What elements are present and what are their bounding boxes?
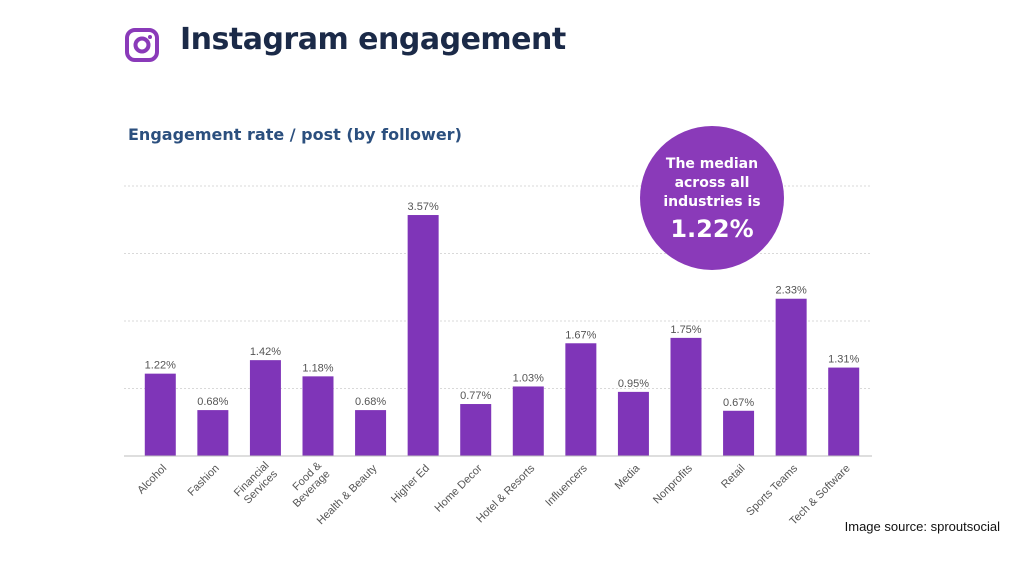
x-tick-label: Fashion	[186, 462, 222, 498]
x-tick-label: Media	[613, 462, 643, 492]
x-tick-labels: Alcohol Fashion FinancialServices Food &Bev…	[135, 459, 852, 527]
x-tick-label: Influencers	[543, 462, 590, 509]
bar	[565, 343, 597, 456]
bar-value-label: 0.95%	[618, 378, 649, 390]
x-tick-label-line: Retail	[719, 462, 747, 490]
x-tick-label: Home Decor	[433, 462, 485, 514]
bars	[144, 215, 860, 456]
x-tick-label-line: Media	[613, 462, 643, 492]
x-tick-label: Retail	[719, 462, 747, 490]
bar	[775, 298, 807, 456]
median-callout: The median across all industries is 1.22…	[640, 126, 784, 270]
x-tick-label-line: Home Decor	[433, 462, 485, 514]
bar	[144, 373, 176, 456]
bar-value-label: 1.18%	[302, 362, 333, 374]
bar	[197, 410, 229, 456]
x-tick-label-line: Nonprofits	[651, 462, 695, 506]
x-tick-label-line: Fashion	[186, 462, 222, 498]
bar-value-label: 1.42%	[250, 346, 281, 358]
bar-value-label: 0.68%	[355, 396, 386, 408]
bar-value-label: 1.75%	[670, 324, 701, 336]
image-source-note: Image source: sproutsocial	[844, 519, 1000, 534]
x-tick-label: Nonprofits	[651, 462, 695, 506]
data-labels: 1.22% 0.68% 1.42% 1.18% 0.68% 3.57% 0.77% 1.03%…	[145, 201, 860, 409]
x-tick-label-line: Sports Teams	[744, 462, 800, 518]
bar-value-label: 3.57%	[408, 201, 439, 213]
x-tick-label: Alcohol	[135, 462, 169, 496]
median-callout-value: 1.22%	[670, 215, 754, 243]
bar	[460, 404, 492, 456]
bar	[512, 386, 544, 456]
median-callout-text: The median across all industries is	[663, 156, 761, 210]
bar-value-label: 1.67%	[565, 329, 596, 341]
bar	[828, 367, 860, 456]
bar-value-label: 1.22%	[145, 360, 176, 372]
bar-value-label: 0.67%	[723, 397, 754, 409]
bar-value-label: 2.33%	[776, 285, 807, 297]
bar	[723, 410, 755, 456]
x-tick-label-line: Influencers	[543, 462, 590, 509]
x-tick-label: Food &Beverage	[282, 459, 333, 510]
bar	[355, 410, 387, 456]
bar-value-label: 1.03%	[513, 372, 544, 384]
x-tick-label-line: Higher Ed	[389, 462, 432, 505]
bar	[617, 391, 649, 456]
bar	[407, 215, 439, 456]
x-tick-label: FinancialServices	[232, 459, 280, 507]
bar-value-label: 0.68%	[197, 396, 228, 408]
bar	[249, 360, 281, 456]
chart-title: Engagement rate / post (by follower)	[128, 125, 462, 144]
x-tick-label-line: Alcohol	[135, 462, 169, 496]
x-tick-label: Sports Teams	[744, 462, 800, 518]
page-title: Instagram engagement	[180, 22, 566, 57]
instagram-icon	[125, 28, 159, 62]
bar-value-label: 0.77%	[460, 390, 491, 402]
bar-value-label: 1.31%	[828, 354, 859, 366]
grid-lines	[124, 185, 872, 389]
bar	[670, 337, 702, 456]
x-tick-label: Higher Ed	[389, 462, 432, 505]
bar	[302, 376, 334, 456]
